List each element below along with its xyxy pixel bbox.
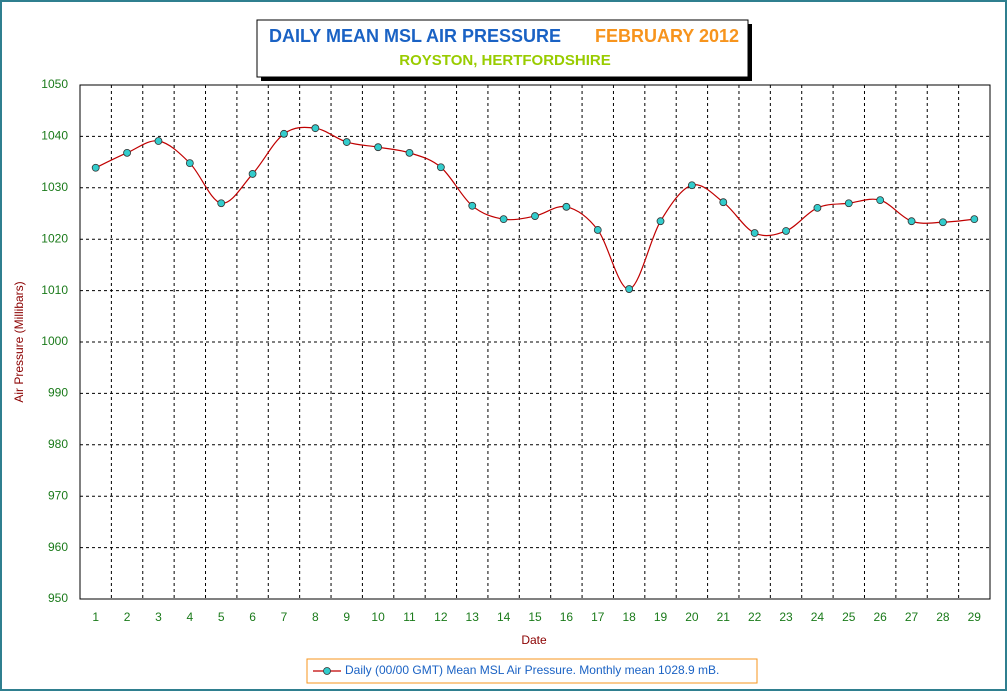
y-tick-label: 1040 [41, 129, 68, 143]
data-point [374, 143, 383, 152]
x-tick-label: 20 [685, 610, 699, 624]
data-point [280, 129, 288, 138]
y-tick-label: 1010 [41, 283, 68, 297]
x-tick-label: 1 [92, 610, 99, 624]
data-point [719, 198, 728, 207]
x-tick-label: 23 [779, 610, 793, 624]
chart-title: DAILY MEAN MSL AIR PRESSURE [269, 26, 561, 46]
x-tick-label: 18 [622, 610, 636, 624]
data-point [531, 212, 539, 220]
y-tick-label: 950 [48, 591, 68, 605]
data-point [342, 138, 351, 146]
data-point [562, 202, 571, 211]
data-point [593, 226, 602, 234]
x-tick-label: 8 [312, 610, 319, 624]
x-tick-label: 12 [434, 610, 448, 624]
data-point [687, 181, 696, 190]
data-point [750, 229, 759, 237]
data-point [154, 137, 163, 145]
x-tick-label: 13 [466, 610, 480, 624]
data-point [436, 163, 445, 172]
x-tick-label: 9 [343, 610, 350, 624]
data-point [844, 199, 853, 208]
plot-border [79, 84, 991, 600]
data-point [782, 227, 790, 235]
data-point [248, 170, 257, 178]
x-tick-label: 6 [249, 610, 256, 624]
chart-period: FEBRUARY 2012 [595, 26, 739, 46]
x-tick-label: 19 [654, 610, 668, 624]
data-point [625, 285, 634, 293]
data-point [499, 215, 508, 224]
data-point [91, 163, 100, 172]
x-tick-label: 16 [560, 610, 574, 624]
x-tick-label: 28 [936, 610, 950, 624]
y-tick-label: 1050 [41, 77, 68, 91]
y-tick-label: 1020 [41, 231, 68, 245]
x-tick-label: 27 [905, 610, 919, 624]
y-tick-label: 1030 [41, 180, 68, 194]
x-tick-label: 22 [748, 610, 762, 624]
chart-subtitle: ROYSTON, HERTFORDSHIRE [399, 52, 610, 69]
data-point [468, 201, 477, 210]
data-point [217, 199, 226, 208]
data-point [656, 217, 665, 226]
data-point [813, 203, 822, 212]
y-axis-label: Air Pressure (Millibars) [12, 281, 26, 402]
x-tick-label: 10 [371, 610, 385, 624]
x-tick-label: 5 [218, 610, 225, 624]
x-tick-label: 2 [124, 610, 131, 624]
y-tick-label: 960 [48, 540, 68, 554]
data-point [123, 148, 131, 157]
data-point [876, 196, 885, 205]
data-point [939, 218, 947, 227]
x-tick-label: 21 [717, 610, 731, 624]
y-tick-label: 1000 [41, 334, 68, 348]
data-point [185, 159, 194, 168]
y-tick-label: 970 [48, 488, 68, 502]
x-axis-label: Date [521, 633, 547, 647]
legend-label: Daily (00/00 GMT) Mean MSL Air Pressure.… [345, 663, 719, 677]
data-point [970, 215, 979, 224]
title-box [256, 19, 749, 78]
data-point [907, 217, 916, 226]
legend-box [306, 658, 758, 684]
x-tick-label: 3 [155, 610, 162, 624]
x-tick-label: 25 [842, 610, 856, 624]
y-tick-label: 980 [48, 437, 68, 451]
legend-marker [323, 667, 331, 675]
x-tick-label: 26 [873, 610, 887, 624]
x-tick-label: 24 [811, 610, 825, 624]
x-tick-label: 17 [591, 610, 605, 624]
data-point [311, 124, 320, 133]
x-tick-label: 14 [497, 610, 511, 624]
x-tick-label: 29 [968, 610, 982, 624]
y-tick-label: 990 [48, 386, 68, 400]
data-point [405, 148, 414, 157]
x-tick-label: 4 [186, 610, 193, 624]
x-tick-label: 7 [281, 610, 288, 624]
x-tick-label: 11 [403, 610, 416, 624]
x-tick-label: 15 [528, 610, 542, 624]
